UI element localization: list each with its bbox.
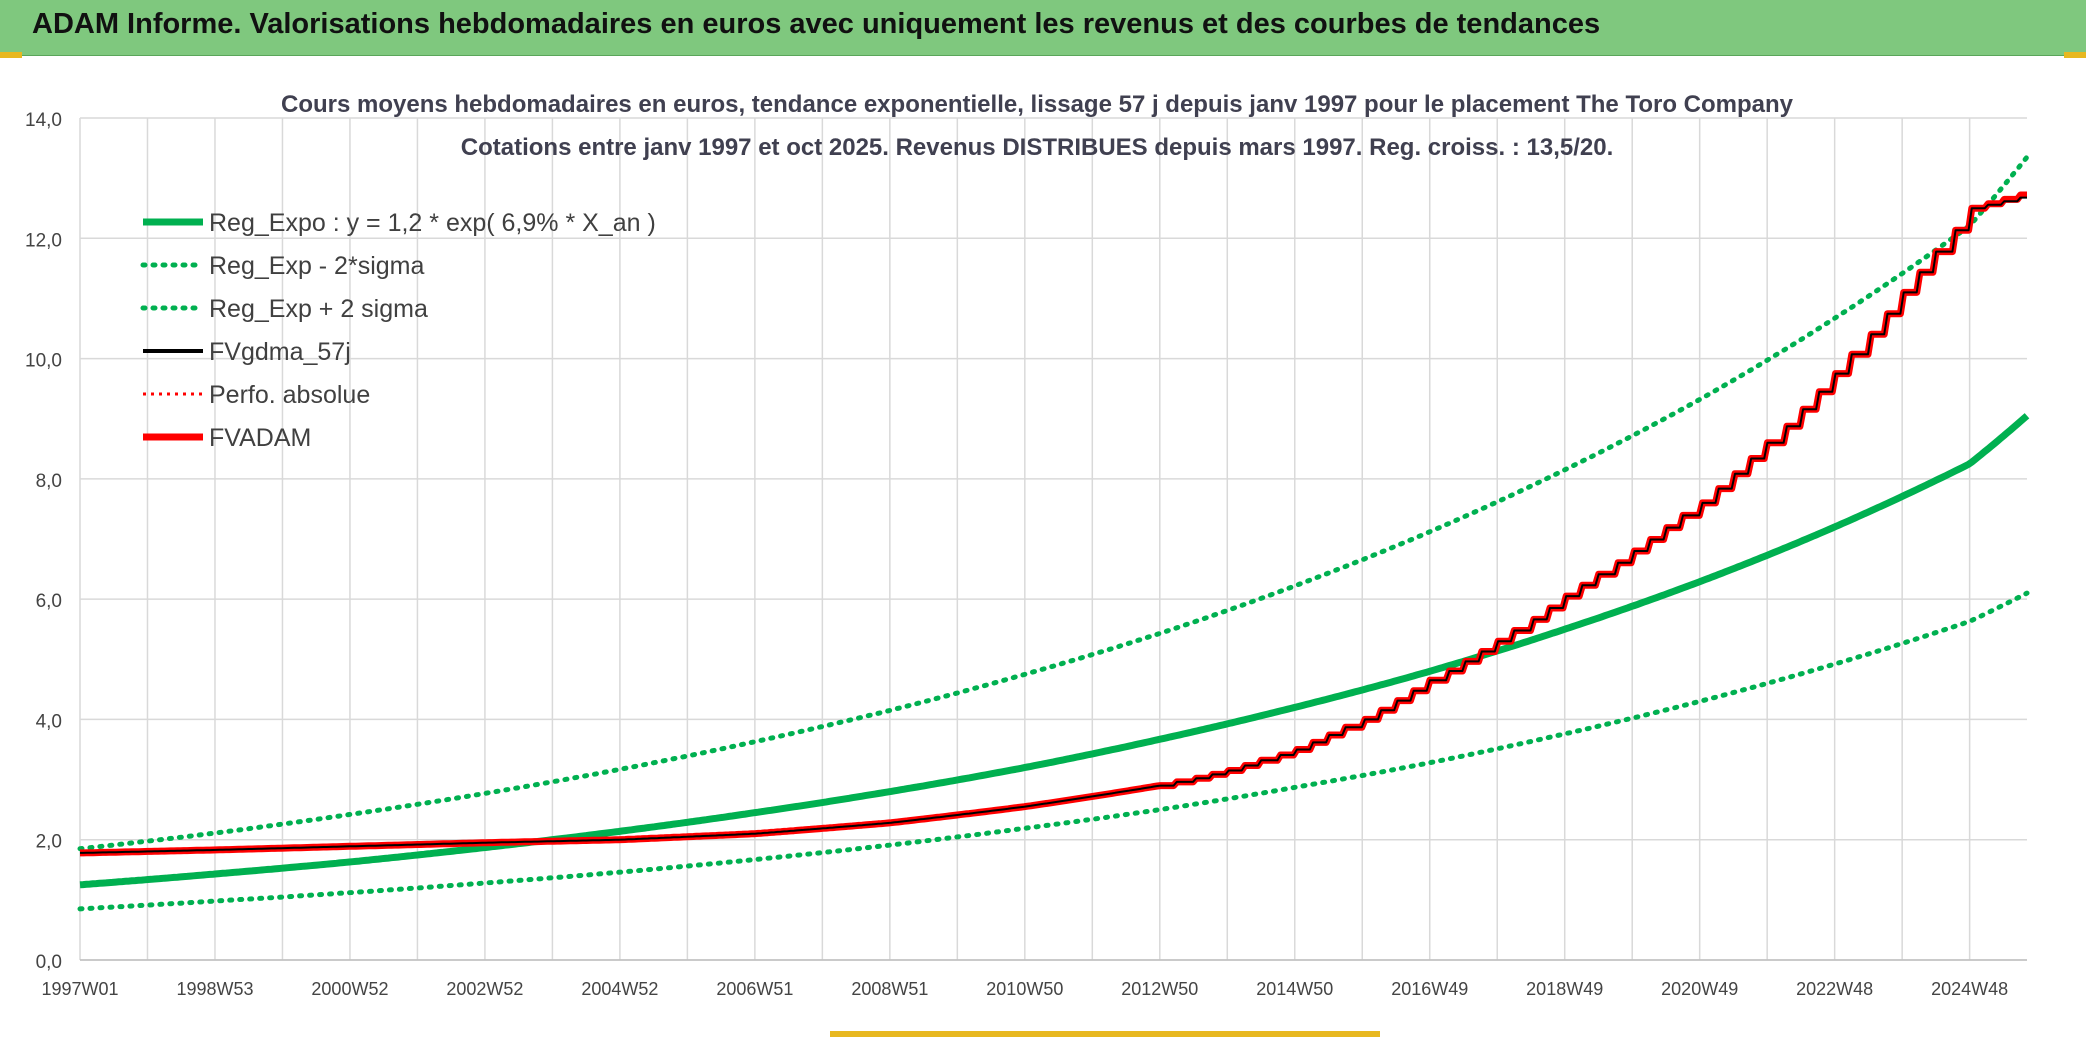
- x-tick-label: 2022W48: [1796, 979, 1873, 999]
- x-tick-label: 2002W52: [446, 979, 523, 999]
- y-tick-label: 2,0: [36, 832, 62, 853]
- corner-mark-right: [2064, 52, 2086, 58]
- y-tick-label: 12,0: [25, 230, 62, 251]
- line-chart: 0,0 2,0 4,0 6,0 8,0 10,0 12,0 14,0 1997W01 1998W5…: [25, 91, 2030, 999]
- series-reg-exp-minus-2sigma: [77, 590, 2030, 912]
- chart-subtitle: Cotations entre janv 1997 et oct 2025. R…: [461, 134, 1613, 161]
- header-bar: ADAM Informe. Valorisations hebdomadaire…: [0, 0, 2086, 56]
- corner-mark-left: [0, 52, 22, 58]
- y-tick-label: 14,0: [25, 110, 62, 131]
- y-tick-label: 4,0: [36, 711, 62, 732]
- x-tick-label: 1998W53: [176, 979, 253, 999]
- x-tick-label: 1997W01: [41, 979, 118, 999]
- series-reg-exp-plus-2sigma: [77, 154, 2030, 852]
- legend-label: FVADAM: [209, 424, 311, 452]
- x-tick-label: 2008W51: [851, 979, 928, 999]
- legend-label: Reg_Exp - 2*sigma: [209, 252, 424, 280]
- x-tick-label: 2012W50: [1121, 979, 1198, 999]
- y-tick-label: 8,0: [36, 471, 62, 492]
- corner-mark-bottom: [830, 1031, 1380, 1037]
- x-tick-label: 2004W52: [581, 979, 658, 999]
- series-fvadam: [79, 191, 2028, 857]
- y-tick-label: 6,0: [36, 591, 62, 612]
- x-tick-label: 2014W50: [1256, 979, 1333, 999]
- legend-label: FVgdma_57j: [209, 338, 351, 366]
- x-tick-label: 2006W51: [716, 979, 793, 999]
- x-tick-label: 2020W49: [1661, 979, 1738, 999]
- x-tick-label: 2018W49: [1526, 979, 1603, 999]
- x-tick-label: 2024W48: [1931, 979, 2008, 999]
- chart-title: Cours moyens hebdomadaires en euros, ten…: [281, 91, 1794, 118]
- x-tick-label: 2010W50: [986, 979, 1063, 999]
- page-title: ADAM Informe. Valorisations hebdomadaire…: [32, 8, 1601, 40]
- x-tick-label: 2016W49: [1391, 979, 1468, 999]
- series-fvgdma-57j: [80, 196, 2027, 854]
- axes: 0,0 2,0 4,0 6,0 8,0 10,0 12,0 14,0 1997W01 1998W5…: [25, 110, 2027, 999]
- y-tick-label: 10,0: [25, 351, 62, 372]
- legend-label: Reg_Exp + 2 sigma: [209, 295, 428, 323]
- y-tick-label: 0,0: [36, 952, 62, 973]
- series: [77, 154, 2030, 912]
- legend: Reg_Expo : y = 1,2 * exp( 6,9% * X_an ) R…: [140, 209, 656, 452]
- legend-label: Perfo. absolue: [209, 381, 370, 409]
- x-tick-label: 2000W52: [311, 979, 388, 999]
- legend-label: Reg_Expo : y = 1,2 * exp( 6,9% * X_an ): [209, 209, 656, 237]
- grid-lines: [79, 117, 2027, 961]
- series-reg-expo: [79, 413, 2030, 889]
